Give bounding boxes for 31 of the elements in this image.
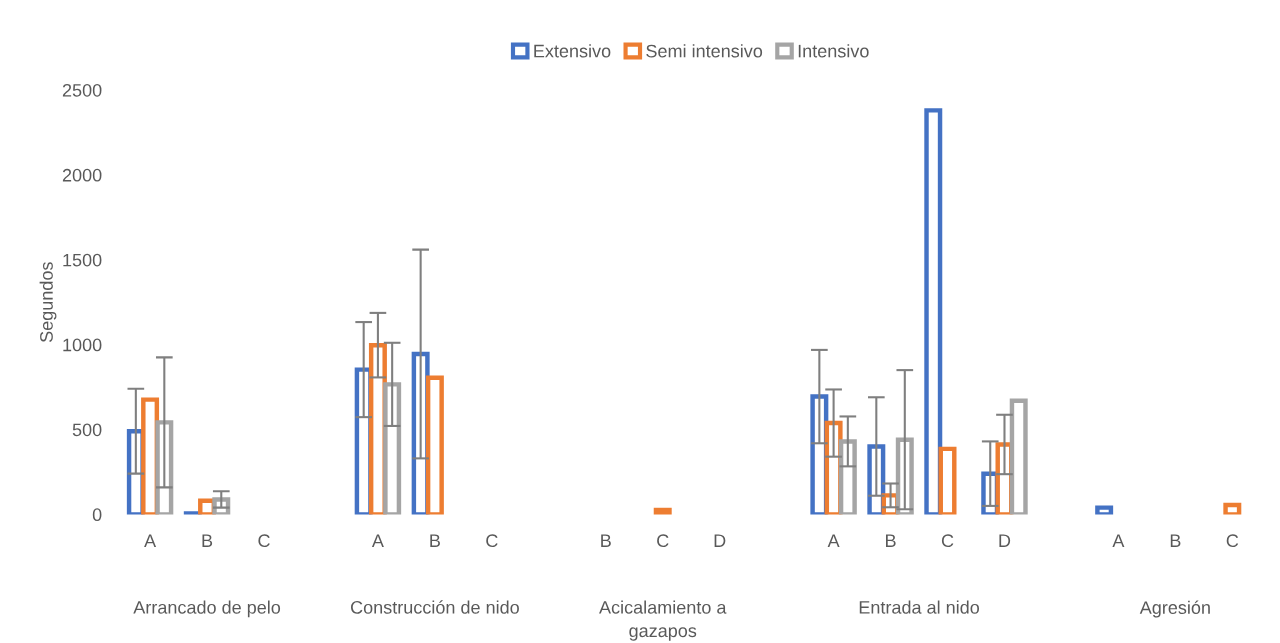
- y-tick-label: 0: [92, 508, 102, 522]
- text: Agresión: [1139, 600, 1210, 618]
- legend-label: Extensivo: [534, 44, 611, 58]
- x-tick-label: B: [1170, 534, 1181, 547]
- x-tick-label: D: [999, 534, 1011, 547]
- x-tick-label: A: [371, 534, 384, 547]
- x-tick-label: C: [486, 534, 498, 548]
- x-tick-label: C: [657, 534, 669, 548]
- y-tick-label: 2500: [62, 83, 102, 97]
- x-tick-label: A: [827, 534, 840, 547]
- x-tick-label: B: [430, 534, 440, 547]
- legend-label: Semi intensivo: [646, 44, 763, 58]
- text: Construcción de nido: [350, 600, 519, 614]
- text: Arrancado de pelo: [133, 600, 281, 618]
- text: Entrada al nido: [859, 600, 980, 614]
- y-tick-label: 500: [72, 423, 102, 437]
- text: Acicalamiento a gazapos: [599, 600, 727, 641]
- x-tick-label: B: [601, 534, 611, 547]
- y-tick-label: 2000: [62, 168, 102, 182]
- y-axis-title: Segundos: [39, 262, 57, 343]
- x-tick-label: B: [886, 534, 896, 547]
- x-tick-label: B: [202, 534, 213, 547]
- x-tick-label: D: [714, 534, 726, 547]
- legend-label: Intensivo: [798, 44, 869, 58]
- y-tick-label: 1500: [63, 253, 102, 267]
- x-tick-label: C: [258, 534, 270, 548]
- x-tick-label: C: [1226, 534, 1239, 548]
- x-tick-label: A: [144, 534, 157, 547]
- x-tick-label: C: [941, 534, 954, 548]
- y-tick-label: 1000: [63, 338, 102, 352]
- x-tick-label: A: [1112, 534, 1125, 547]
